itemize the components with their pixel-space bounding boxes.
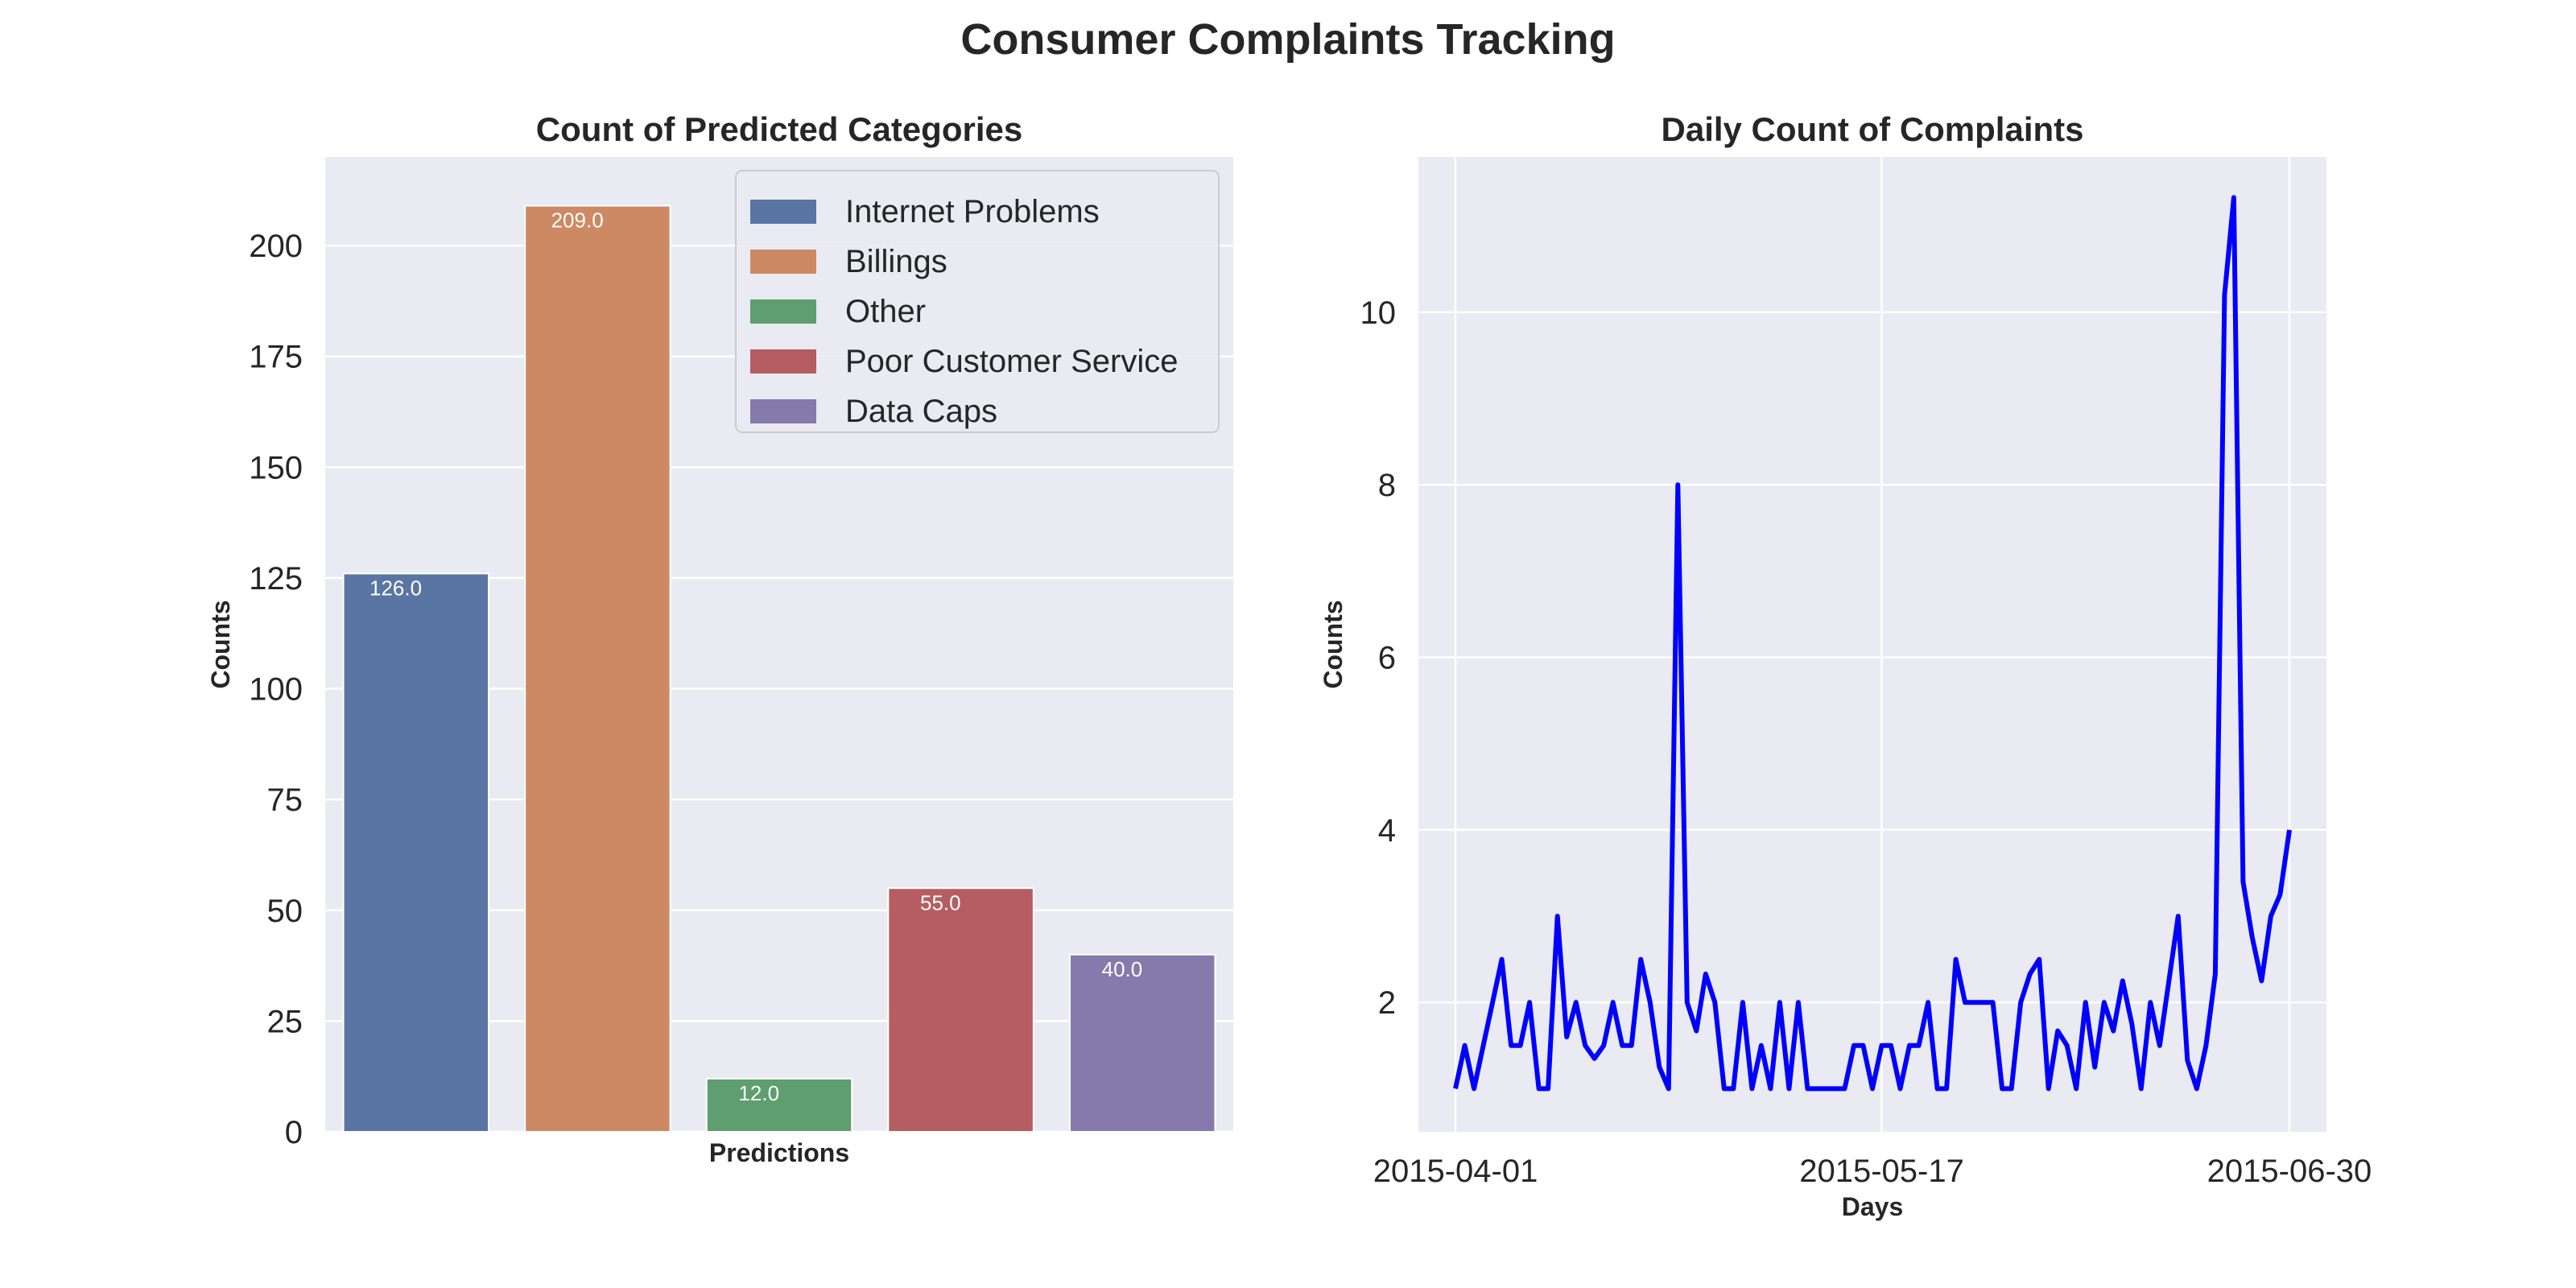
bar-y-tick-label: 125	[249, 561, 303, 597]
line-chart: 2 4 6 8 10 2015-04-01 2015-05-17 2015-06-30 Da…	[1319, 110, 2372, 1221]
legend-swatch	[750, 200, 816, 224]
line-y-ticks: 2 4 6 8 10	[1360, 295, 1397, 1021]
line-y-tick-label: 8	[1378, 468, 1396, 503]
bar-y-tick-label: 50	[267, 894, 303, 929]
line-y-tick-label: 2	[1378, 985, 1396, 1021]
line-y-tick-label: 4	[1378, 813, 1396, 848]
legend-entry: Poor Customer Service	[845, 344, 1178, 379]
bar-data-caps	[1068, 953, 1216, 1133]
series-line-daily-complaints	[1453, 195, 2292, 1092]
bar-marks: 126.0 209.0 12.0 55.0 40.0	[342, 204, 1216, 1133]
line-gridlines	[1418, 157, 2326, 1132]
bar-y-axis-label: Counts	[206, 600, 235, 688]
bar-poor-customer-service	[887, 887, 1034, 1133]
bar-legend: Internet Problems Billings Other Poor Custo…	[735, 170, 1220, 433]
line-x-tick-label: 2015-04-01	[1373, 1154, 1538, 1189]
line-plot-area	[1418, 157, 2326, 1132]
bar-y-ticks: 0 25 50 75 100 125 150 175 200	[249, 229, 303, 1150]
line-y-axis-label: Counts	[1319, 600, 1348, 688]
legend-swatch	[750, 349, 816, 374]
bar-value-label: 126.0	[369, 576, 422, 600]
legend-entry: Other	[845, 294, 926, 329]
bar-internet-problems	[342, 572, 490, 1133]
legend-entry: Billings	[845, 244, 947, 279]
bar-value-label: 55.0	[920, 890, 961, 914]
line-chart-title: Daily Count of Complaints	[1662, 110, 2084, 148]
bar-value-label: 12.0	[738, 1081, 779, 1105]
line-x-axis-label: Days	[1842, 1192, 1904, 1221]
bar-y-tick-label: 150	[249, 450, 303, 485]
bar-x-axis-label: Predictions	[709, 1138, 849, 1167]
figure-title: Consumer Complaints Tracking	[960, 15, 1616, 64]
bar-value-label: 40.0	[1102, 957, 1143, 981]
line-x-ticks: 2015-04-01 2015-05-17 2015-06-30	[1373, 1154, 2372, 1189]
legend-swatch	[750, 299, 816, 324]
bar-y-tick-label: 25	[267, 1004, 303, 1039]
line-y-tick-label: 10	[1360, 295, 1397, 331]
line-x-tick-label: 2015-05-17	[1799, 1154, 1964, 1189]
bar-y-tick-label: 0	[285, 1115, 303, 1150]
line-x-tick-label: 2015-06-30	[2207, 1154, 2372, 1189]
legend-entry: Data Caps	[845, 394, 997, 429]
bar-y-tick-label: 200	[249, 229, 303, 264]
legend-frame	[735, 170, 1220, 433]
bar-other	[705, 1077, 853, 1133]
bar-chart: 126.0 209.0 12.0 55.0 40.0 0 25 50 75 100 125 150 1…	[206, 110, 1233, 1167]
bar-y-tick-label: 175	[249, 340, 303, 375]
bar-billings	[524, 204, 671, 1133]
bar-y-tick-label: 75	[267, 782, 303, 818]
bar-value-label: 209.0	[551, 208, 604, 233]
bar-chart-title: Count of Predicted Categories	[536, 110, 1022, 148]
bar-y-tick-label: 100	[249, 672, 303, 708]
legend-swatch	[750, 399, 816, 423]
legend-swatch	[750, 250, 816, 274]
legend-entry: Internet Problems	[845, 194, 1100, 229]
line-y-tick-label: 6	[1378, 641, 1396, 676]
